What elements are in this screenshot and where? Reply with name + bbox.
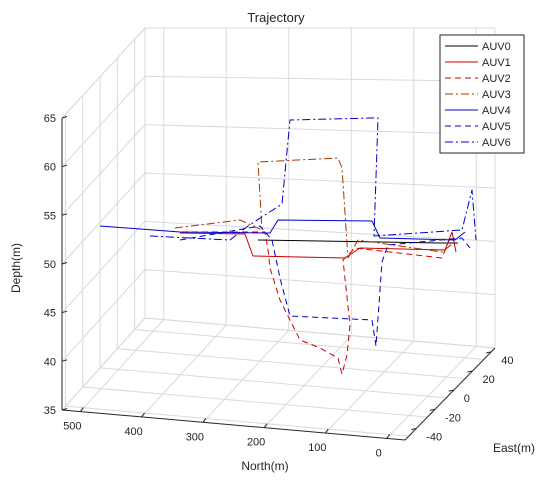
series bbox=[99, 117, 477, 375]
legend-label: AUV5 bbox=[482, 121, 511, 133]
grid-line bbox=[99, 367, 447, 399]
y-axis-line bbox=[404, 347, 496, 441]
x-tick-label: 500 bbox=[63, 421, 81, 433]
y-tick-label: -40 bbox=[426, 432, 442, 444]
y-tick-mark bbox=[411, 428, 417, 430]
z-tick-label: 50 bbox=[44, 259, 56, 271]
y-tick-mark bbox=[429, 408, 436, 411]
x-tick-mark bbox=[386, 434, 391, 439]
x-tick-mark bbox=[263, 423, 268, 428]
y-tick-label: 0 bbox=[464, 393, 470, 405]
chart-title: Trajectory bbox=[247, 10, 305, 25]
z-tick-label: 60 bbox=[44, 162, 56, 174]
grid-line bbox=[386, 346, 477, 439]
grid-line bbox=[61, 27, 146, 119]
grid-line bbox=[144, 75, 496, 82]
grid-line bbox=[325, 340, 415, 434]
grid-line bbox=[144, 269, 496, 296]
grid-line bbox=[144, 172, 496, 189]
y-tick-mark bbox=[467, 370, 473, 373]
grid-line bbox=[144, 317, 496, 349]
x-tick-label: 100 bbox=[308, 442, 326, 454]
z-tick-label: 65 bbox=[44, 113, 56, 125]
x-tick-label: 400 bbox=[124, 426, 142, 438]
grid-line bbox=[263, 335, 352, 429]
z-tick-mark bbox=[61, 164, 68, 168]
x-axis-line bbox=[61, 409, 406, 441]
z-tick-mark bbox=[61, 116, 68, 119]
x-tick-label: 200 bbox=[247, 437, 265, 449]
grid-line bbox=[61, 317, 146, 411]
legend-label: AUV3 bbox=[482, 89, 511, 101]
x-tick-mark bbox=[141, 412, 146, 418]
z-tick-mark bbox=[61, 310, 68, 314]
grid-line bbox=[61, 269, 146, 362]
z-axis-label: Depth(m) bbox=[9, 243, 23, 293]
z-tick-mark bbox=[61, 262, 68, 265]
x-tick-label: 300 bbox=[186, 431, 204, 443]
y-tick-label: 40 bbox=[501, 355, 513, 367]
y-axis-label: East(m) bbox=[493, 441, 535, 455]
grid-line bbox=[202, 329, 290, 423]
grid bbox=[61, 27, 496, 439]
legend-box bbox=[439, 34, 525, 154]
x-tick-label: 0 bbox=[376, 447, 382, 459]
x-tick-mark bbox=[79, 407, 84, 412]
grid-line bbox=[80, 319, 165, 412]
grid-line bbox=[61, 220, 146, 314]
z-tick-label: 45 bbox=[44, 308, 56, 320]
series-line-auv2 bbox=[182, 231, 451, 375]
z-tick-label: 35 bbox=[44, 405, 56, 417]
legend-label: AUV6 bbox=[482, 137, 511, 149]
legend-label: AUV2 bbox=[482, 73, 511, 85]
grid-line bbox=[61, 172, 146, 265]
y-tick-label: 20 bbox=[483, 374, 495, 386]
grid-line bbox=[82, 386, 428, 418]
z-tick-mark bbox=[61, 213, 68, 216]
y-tick-mark bbox=[486, 351, 492, 354]
y-tick-mark bbox=[448, 389, 454, 392]
z-tick-mark bbox=[61, 408, 68, 411]
grid-line bbox=[141, 324, 227, 418]
legend: AUV0 AUV1 AUV2 AUV3 AUV4 AUV5 AUV6 bbox=[439, 34, 525, 154]
series-line-auv1 bbox=[179, 231, 457, 259]
y-tick-label: -20 bbox=[445, 412, 461, 424]
series-line-auv0 bbox=[257, 239, 458, 244]
grid-line bbox=[144, 124, 496, 136]
z-tick-label: 55 bbox=[44, 210, 56, 222]
grid-line bbox=[65, 405, 409, 437]
legend-label: AUV4 bbox=[482, 105, 511, 117]
series-line-auv5 bbox=[179, 225, 471, 347]
legend-label: AUV0 bbox=[482, 41, 511, 53]
series-line-auv3 bbox=[174, 157, 453, 259]
grid-line bbox=[61, 75, 146, 168]
grid-line bbox=[61, 124, 146, 216]
z-tick-label: 40 bbox=[44, 356, 56, 368]
x-axis-label: North(m) bbox=[241, 459, 288, 473]
series-line-auv6 bbox=[149, 117, 477, 241]
z-tick-mark bbox=[61, 359, 68, 362]
x-tick-mark bbox=[202, 418, 207, 423]
grid-line bbox=[134, 329, 484, 360]
legend-label: AUV1 bbox=[482, 57, 511, 69]
x-tick-mark bbox=[324, 428, 329, 434]
grid-line bbox=[117, 348, 466, 380]
series-line-auv4 bbox=[99, 219, 466, 241]
